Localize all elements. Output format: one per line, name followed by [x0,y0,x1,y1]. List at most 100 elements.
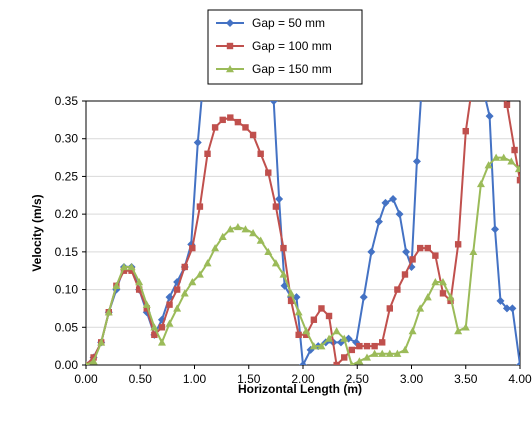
data-point [363,342,371,350]
y-axis-ticks: 0.00 0.05 0.10 0.15 0.20 0.25 0.30 0.35 [55,94,86,372]
data-point [516,361,520,365]
data-point [400,345,409,354]
data-point [496,296,505,305]
y-tick-label: 0.10 [55,283,79,297]
y-tick-label: 0.20 [55,207,79,221]
data-point [249,229,258,237]
y-tick-label: 0.15 [55,245,79,259]
data-point [195,270,204,278]
data-point [349,361,355,365]
data-point [104,308,113,316]
data-point [394,286,401,293]
data-point [142,300,151,308]
data-point [454,241,462,248]
data-point [355,357,364,365]
data-point [389,195,398,204]
data-point [318,305,325,312]
data-point [386,305,393,312]
y-tick-label: 0.30 [55,132,79,146]
data-point [302,327,311,335]
data-point [393,349,402,357]
data-point [204,150,211,157]
data-point [211,244,220,252]
data-point [325,334,334,342]
data-point [151,331,158,339]
data-point [303,331,310,339]
legend-label: Gap = 100 mm [252,39,332,53]
data-point [269,101,278,105]
data-point [499,153,508,161]
data-point [416,304,425,312]
data-point [196,203,204,210]
data-point [401,271,409,278]
legend-item: Gap = 50 mm [216,16,325,30]
data-point [272,203,280,210]
data-point [367,247,376,256]
x-tick-label: 1.50 [237,372,261,386]
data-point [469,247,478,256]
data-point [503,101,511,108]
data-point [363,353,372,361]
x-tick-label: 0.00 [74,372,98,386]
data-point [112,281,121,289]
data-point [516,177,520,184]
data-point [226,225,235,233]
data-point [193,138,202,147]
x-tick-label: 2.50 [346,372,370,386]
data-point [317,342,326,350]
y-axis-title: Velocity (m/s) [30,194,44,271]
data-point [502,304,511,313]
data-point [431,278,440,286]
data-point [135,286,143,293]
x-tick-label: 4.00 [508,372,532,386]
data-point [294,308,303,316]
data-point [234,118,242,126]
series-line [86,156,520,365]
data-point [256,236,265,244]
data-point [374,217,383,226]
legend-item: Gap = 150 mm [216,62,332,76]
data-point [385,349,394,357]
data-point [438,278,447,286]
data-point [120,267,128,274]
series-layer [86,101,520,365]
data-point [491,225,500,234]
data-point [181,263,188,271]
data-point [356,342,363,350]
data-point [119,262,128,271]
data-point [280,244,287,252]
data-point [173,304,182,312]
data-point [97,338,106,346]
legend: Gap = 50 mm Gap = 100 mm Gap = 150 mm [207,9,363,85]
data-point [309,342,318,350]
data-point [150,323,159,331]
data-point [333,361,340,365]
data-point [416,244,424,252]
data-point [211,124,219,131]
x-tick-label: 3.00 [400,372,424,386]
data-point [514,164,520,173]
y-tick-label: 0.05 [55,320,79,334]
data-point [423,293,432,301]
data-point [492,153,501,161]
series-3 [86,153,520,365]
data-point [86,361,89,365]
data-point [166,301,173,308]
data-point [128,267,135,274]
data-point [143,305,150,312]
data-point [371,342,378,350]
data-point [165,319,174,327]
data-point [476,179,485,188]
data-point [511,146,518,154]
data-point [227,114,234,121]
data-point [359,293,368,302]
data-point [412,157,421,166]
y-tick-label: 0.00 [55,358,79,372]
data-point [89,357,98,365]
data-point [257,150,264,157]
legend-marker [226,42,234,50]
legend-item: Gap = 100 mm [216,39,332,53]
data-point [370,349,379,357]
data-point [462,127,469,135]
